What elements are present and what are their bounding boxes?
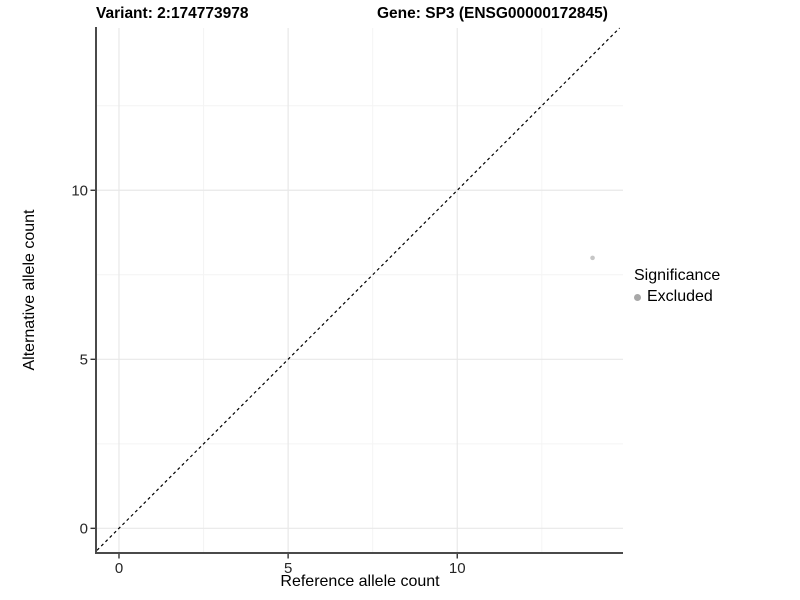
data-point-excluded — [590, 255, 595, 261]
y-axis-label: Alternative allele count — [21, 209, 38, 371]
x-tick-label: 10 — [449, 560, 466, 577]
y-tick-label: 5 — [80, 351, 88, 368]
legend-dot-icon — [634, 293, 641, 301]
y-tick-label: 10 — [71, 182, 88, 199]
variant-title: Variant: 2:174773978 — [96, 5, 249, 22]
y-tick-label: 0 — [80, 520, 88, 537]
x-tick-label: 5 — [284, 560, 292, 577]
legend-title: Significance — [634, 267, 721, 284]
legend-item-label: Excluded — [647, 288, 713, 305]
legend: Significance Excluded — [634, 266, 720, 306]
gene-title: Gene: SP3 (ENSG00000172845) — [377, 5, 608, 22]
legend-items: Excluded — [634, 288, 720, 306]
x-axis-label: Reference allele count — [280, 573, 440, 590]
identity-reference-line — [96, 27, 621, 551]
x-tick-label: 0 — [115, 560, 123, 577]
legend-item: Excluded — [634, 288, 720, 306]
